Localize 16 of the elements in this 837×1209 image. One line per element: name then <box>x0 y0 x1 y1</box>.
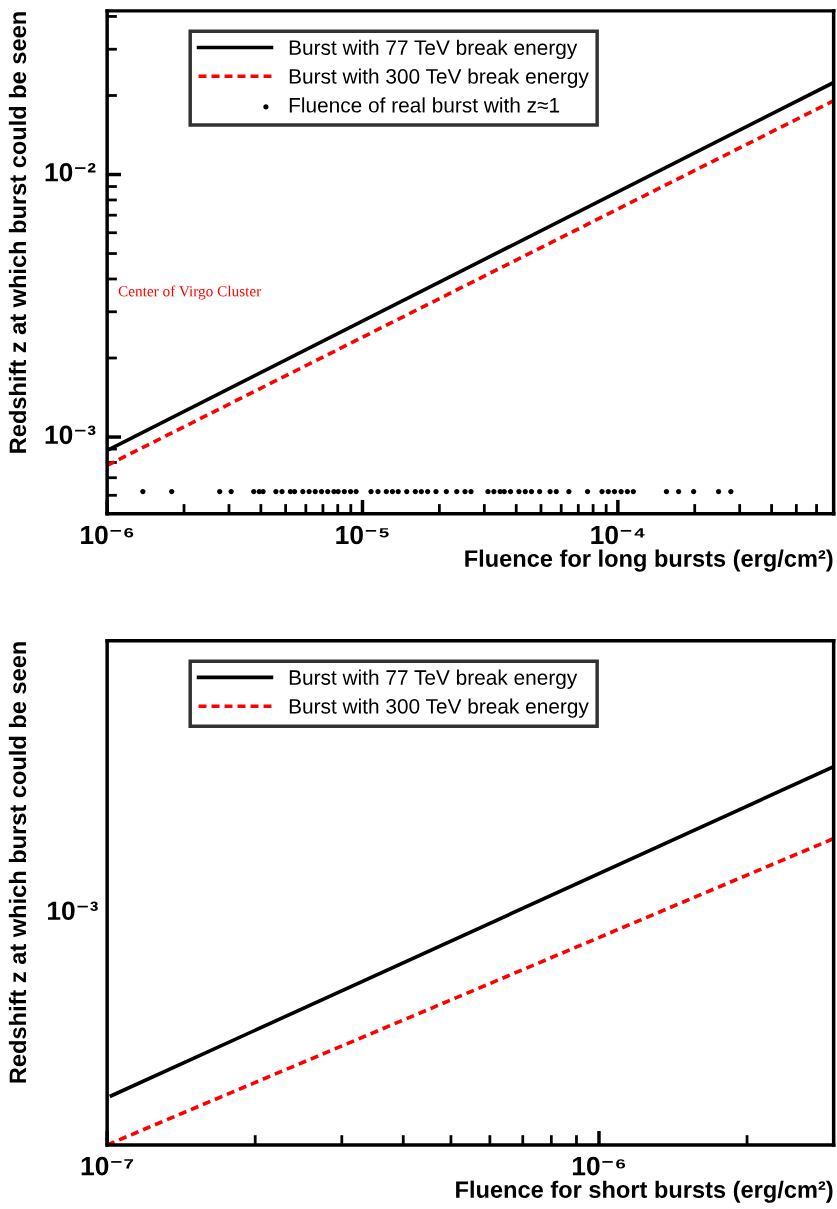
legend-label: Burst with 77 TeV break energy <box>289 669 578 690</box>
legend-label: Burst with 300 TeV break energy <box>289 68 589 88</box>
annotation: Center of Virgo Cluster <box>118 285 262 300</box>
legend-label: Fluence of real burst with z≈1 <box>289 97 560 113</box>
y-tick-label: 10⁻² <box>45 162 96 182</box>
x-axis-title: Fluence for long bursts (erg/cm²) <box>465 549 833 572</box>
x-tick-label: 10⁻⁴ <box>591 525 645 545</box>
x-tick-label: 10⁻⁵ <box>336 525 389 545</box>
y-axis-title: Redshift z at which burst could be seen <box>8 642 27 1083</box>
x-tick-label: 10⁻⁶ <box>572 1156 626 1176</box>
x-tick-label: 10⁻⁶ <box>81 525 134 545</box>
x-tick-label: 10⁻⁷ <box>81 1156 134 1176</box>
legend-label: Burst with 77 TeV break energy <box>289 39 578 60</box>
y-axis-title: Redshift z at which burst could be seen <box>8 12 27 453</box>
x-axis-title: Fluence for short bursts (erg/cm²) <box>456 1180 833 1203</box>
legend-label: Burst with 300 TeV break energy <box>289 698 589 718</box>
